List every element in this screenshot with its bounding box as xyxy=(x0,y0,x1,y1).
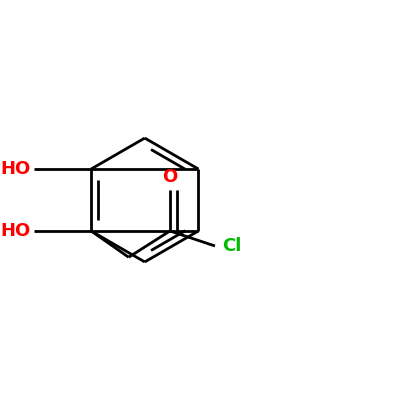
Text: HO: HO xyxy=(0,160,30,178)
Text: HO: HO xyxy=(0,222,30,240)
Text: O: O xyxy=(162,168,178,186)
Text: Cl: Cl xyxy=(222,237,242,255)
